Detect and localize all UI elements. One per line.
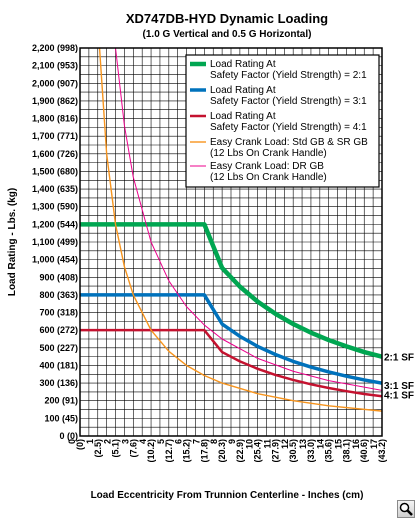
legend-entry-label: Load Rating At	[210, 111, 276, 122]
x-tick-label-cm: (35.6)	[324, 439, 334, 463]
x-tick-labels: 0(0) 1(2.5) 2(5.1) 3(7.6) 4(10.2) 5(12.7) 6(15…	[67, 439, 387, 463]
legend-entry-label: Safety Factor (Yield Strength) = 3:1	[210, 96, 367, 107]
legend-entry-label: Load Rating At	[210, 59, 276, 70]
x-tick-label: 13	[298, 439, 308, 449]
y-tick-label: 1,000 (454)	[32, 255, 78, 265]
series-end-label: 2:1 SF	[384, 353, 414, 364]
x-tick-label: 2	[103, 439, 113, 444]
y-tick-labels: 0 (0) 100 (45) 200 (91) 300 (136) 400 (181) 5…	[32, 43, 78, 441]
x-tick-label-cm: (7.6)	[128, 439, 138, 458]
legend-entry-label: Safety Factor (Yield Strength) = 2:1	[210, 70, 367, 81]
x-tick-label: 1	[85, 439, 95, 444]
x-tick-label-cm: (5.1)	[111, 439, 121, 458]
y-tick-label: 1,700 (771)	[32, 131, 78, 141]
x-tick-label-cm: (20.3)	[217, 439, 227, 463]
x-tick-label-cm: (30.5)	[288, 439, 298, 463]
y-tick-label: 300 (136)	[39, 378, 78, 388]
series-lines	[80, 47, 383, 412]
x-tick-label-cm: (15.2)	[182, 439, 192, 463]
x-tick-label-cm: (38.1)	[341, 439, 351, 463]
x-tick-label: 14	[316, 439, 326, 449]
x-tick-label-cm: (25.4)	[253, 439, 263, 463]
legend-entry-label: Easy Crank Load: DR GB	[210, 161, 324, 172]
series-end-label: 4:1 SF	[384, 390, 414, 401]
y-tick-label: 200 (91)	[44, 396, 78, 406]
magnifier-icon	[399, 502, 413, 516]
x-tick-label: 0	[67, 439, 77, 444]
x-tick-label-cm: (27.9)	[270, 439, 280, 463]
x-tick-label-cm: (2.5)	[93, 439, 103, 458]
plot-frame	[79, 47, 383, 437]
y-tick-label: 1,500 (680)	[32, 166, 78, 176]
x-tick-label: 7	[191, 439, 201, 444]
series-line-2	[80, 293, 383, 385]
y-tick-label: 1,200 (544)	[32, 219, 78, 229]
x-tick-label: 12	[280, 439, 290, 449]
x-tick-label: 9	[227, 439, 237, 444]
y-tick-label: 600 (272)	[39, 325, 78, 335]
y-axis-label: Load Rating - Lbs. (kg)	[7, 188, 18, 296]
series-end-label: 3:1 SF	[384, 381, 414, 392]
y-tick-label: 700 (318)	[39, 308, 78, 318]
x-tick-label: 5	[156, 439, 166, 444]
legend-entry-label: Safety Factor (Yield Strength) = 4:1	[210, 122, 367, 133]
y-tick-label: 1,600 (726)	[32, 149, 78, 159]
x-tick-label-cm: (12.7)	[164, 439, 174, 463]
y-tick-label: 1,300 (590)	[32, 202, 78, 212]
legend-box	[185, 54, 380, 188]
x-tick-label: 10	[245, 439, 255, 449]
x-tick-label: 4	[138, 439, 148, 444]
y-tick-label: 2,200 (998)	[32, 43, 78, 53]
y-tick-label: 1,400 (635)	[32, 184, 78, 194]
x-tick-label-cm: (33.0)	[306, 439, 316, 463]
x-tick-label-cm: (0)	[75, 439, 85, 450]
x-tick-label: 3	[120, 439, 130, 444]
legend-entry-label: Easy Crank Load: Std GB & SR GB	[210, 137, 368, 148]
y-tick-label: 1,900 (862)	[32, 96, 78, 106]
y-tick-label: 100 (45)	[44, 413, 78, 423]
series-line-3	[80, 328, 383, 398]
x-tick-label-cm: (43.2)	[377, 439, 387, 463]
plot-border	[79, 47, 383, 437]
x-tick-label: 8	[209, 439, 219, 444]
y-tick-label: 0 (0)	[59, 431, 78, 441]
series-line-1	[80, 222, 383, 359]
series-line-5	[115, 47, 383, 391]
y-tick-label: 2,000 (907)	[32, 78, 78, 88]
legend-entry-label: (12 Lbs On Crank Handle)	[210, 148, 327, 159]
zoom-button[interactable]	[397, 500, 415, 518]
legend-entry-label: (12 Lbs On Crank Handle)	[210, 172, 327, 183]
legend-entry-label: Load Rating At	[210, 85, 276, 96]
y-tick-label: 900 (408)	[39, 272, 78, 282]
y-tick-label: 400 (181)	[39, 360, 78, 370]
x-tick-label: 15	[333, 439, 343, 449]
x-tick-label-cm: (17.8)	[199, 439, 209, 463]
chart-subtitle: (1.0 G Vertical and 0.5 G Horizontal)	[143, 29, 312, 40]
x-tick-label: 6	[174, 439, 184, 444]
x-tick-label: 17	[369, 439, 379, 449]
series-end-labels: 2:1 SF 3:1 SF4:1 SF	[384, 353, 414, 402]
x-tick-label: 11	[262, 439, 272, 449]
x-tick-label-cm: (22.9)	[235, 439, 245, 463]
y-tick-label: 2,100 (953)	[32, 61, 78, 71]
y-tick-label: 500 (227)	[39, 343, 78, 353]
y-tick-label: 1,800 (816)	[32, 114, 78, 124]
y-tick-label: 800 (363)	[39, 290, 78, 300]
x-axis-label: Load Eccentricity From Trunnion Centerli…	[91, 490, 364, 501]
y-tick-label: 1,100 (499)	[32, 237, 78, 247]
chart-title: XD747DB-HYD Dynamic Loading	[126, 11, 328, 26]
series-line-4	[98, 47, 383, 412]
x-tick-label-cm: (40.6)	[359, 439, 369, 463]
x-tick-label-cm: (10.2)	[146, 439, 156, 463]
x-tick-label: 16	[351, 439, 361, 449]
